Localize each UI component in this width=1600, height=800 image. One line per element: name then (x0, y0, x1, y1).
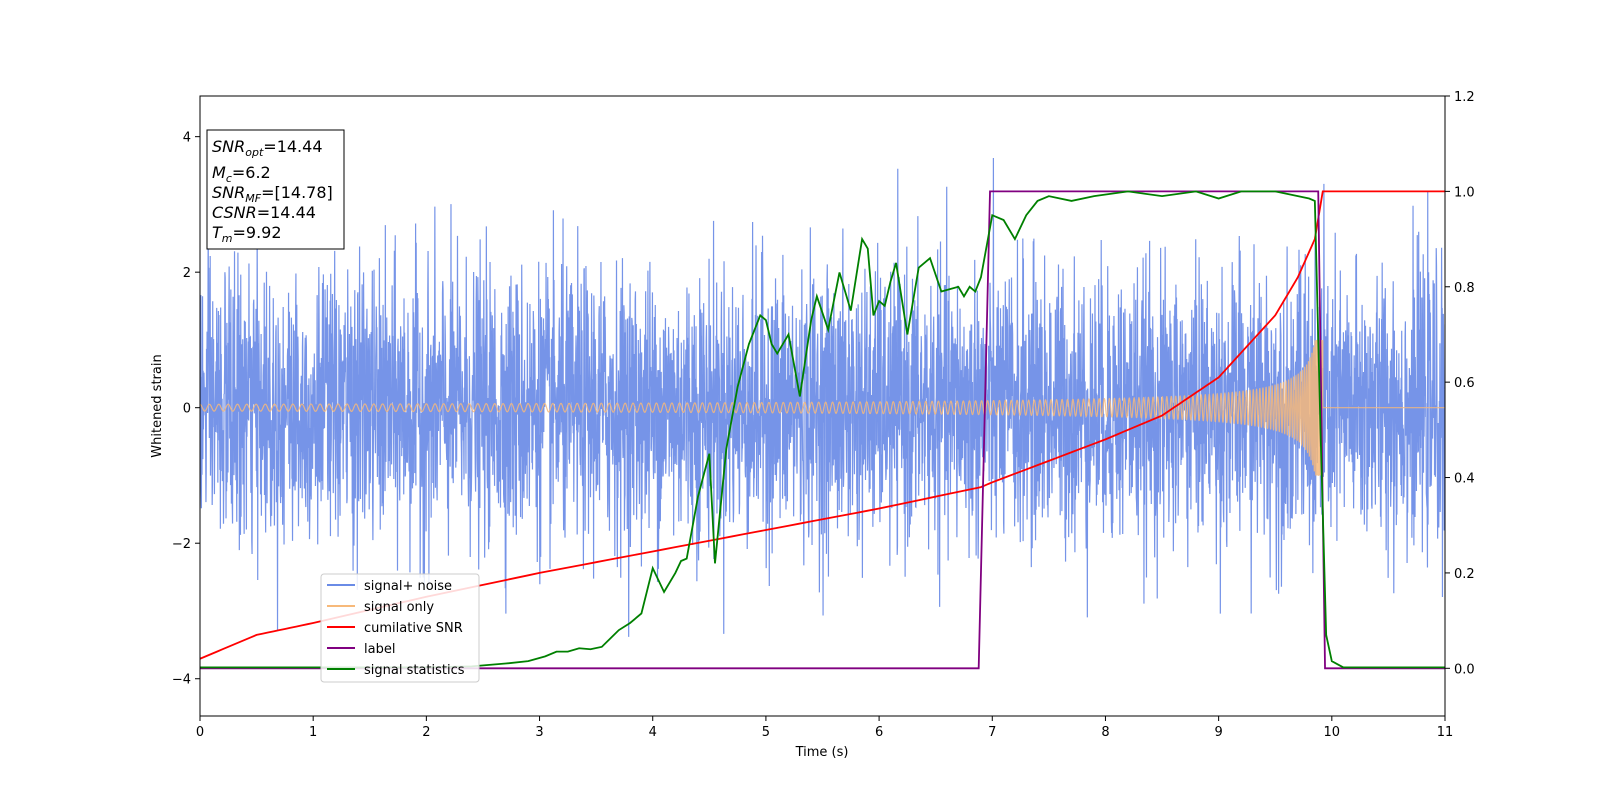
legend-item-signal-only: signal only (327, 600, 434, 615)
legend-label-cumilative-snr: cumilative SNR (364, 621, 463, 636)
info-snr-mf: SNRMF=[14.78] (212, 183, 333, 205)
legend: signal+ noise signal only cumilative SNR… (320, 573, 480, 683)
y-tick-label: −2 (172, 537, 191, 552)
x-tick-label: 9 (1214, 725, 1222, 740)
y-tick-label: −4 (172, 673, 191, 688)
legend-item-cumilative-snr: cumilative SNR (327, 621, 463, 636)
y-axis-label: Whitened strain (150, 354, 165, 457)
series-line-signal-only (200, 339, 1445, 476)
y-axis-left: −4 −2 0 2 4 (172, 131, 200, 688)
plot-frame (199, 95, 1446, 717)
x-axis: 0 1 2 3 4 5 6 7 8 9 10 11 (196, 716, 1453, 740)
y2-tick-label: 0.8 (1454, 281, 1475, 296)
info-csnr: CSNR=14.44 (212, 203, 316, 222)
y-tick-label: 0 (183, 402, 191, 417)
info-tm: Tm=9.92 (212, 223, 282, 245)
x-tick-label: 8 (1101, 725, 1109, 740)
y-axis-right: 0.0 0.2 0.4 0.6 0.8 1.0 1.2 (1445, 90, 1475, 677)
x-tick-label: 1 (309, 725, 317, 740)
x-axis-label: Time (s) (795, 745, 849, 760)
y-tick-label: 2 (183, 266, 191, 281)
info-box-frame (206, 129, 345, 250)
info-snr-opt: SNRopt=14.44 (212, 137, 323, 159)
x-tick-label: 0 (196, 725, 204, 740)
x-tick-label: 11 (1437, 725, 1454, 740)
x-tick-label: 7 (988, 725, 996, 740)
series-line-signal-noise (200, 157, 1445, 637)
legend-label-signal-statistics: signal statistics (364, 663, 465, 678)
info-box: SNRopt=14.44 Mc=6.2 SNRMF=[14.78] CSNR=1… (206, 129, 345, 250)
legend-label-signal-noise: signal+ noise (364, 579, 452, 594)
y2-tick-label: 1.2 (1454, 90, 1475, 105)
legend-label-signal-only: signal only (364, 600, 434, 615)
legend-item-signal-statistics: signal statistics (327, 663, 465, 678)
x-tick-label: 5 (762, 725, 770, 740)
x-tick-label: 2 (422, 725, 430, 740)
y2-tick-label: 0.6 (1454, 376, 1475, 391)
legend-label-label: label (364, 642, 395, 657)
y2-tick-label: 1.0 (1454, 185, 1475, 200)
series-line-signal-statistics (200, 190, 1445, 669)
y2-tick-label: 0.2 (1454, 567, 1475, 582)
legend-item-label: label (327, 642, 395, 657)
x-tick-label: 6 (875, 725, 883, 740)
plot-content (200, 157, 1445, 670)
legend-item-signal-noise: signal+ noise (327, 579, 452, 594)
series-line-label (200, 190, 1445, 670)
x-tick-label: 3 (535, 725, 543, 740)
info-mc: Mc=6.2 (212, 163, 271, 185)
x-tick-label: 4 (649, 725, 657, 740)
x-tick-label: 10 (1324, 725, 1341, 740)
legend-frame (320, 573, 480, 683)
y2-tick-label: 0.4 (1454, 472, 1475, 487)
y-tick-label: 4 (183, 131, 191, 146)
y2-tick-label: 0.0 (1454, 662, 1475, 677)
